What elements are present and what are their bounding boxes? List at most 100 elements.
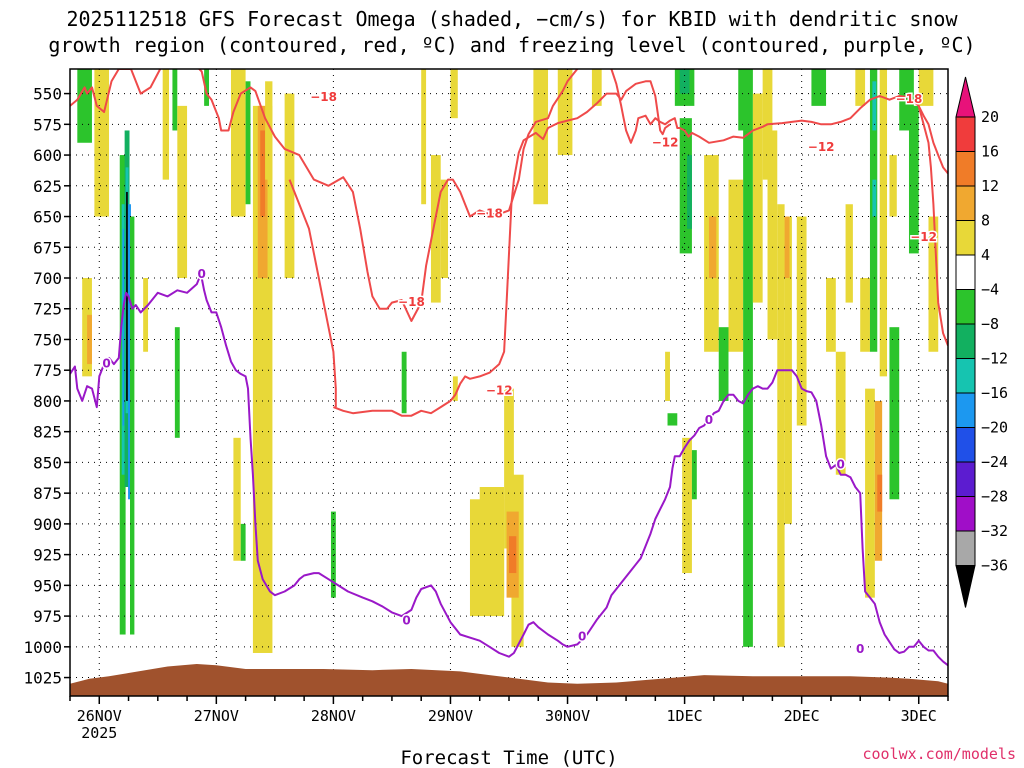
omega-cell-44 — [667, 413, 678, 426]
colorbar-bin-6 — [955, 289, 976, 325]
y-tick-label-875: 875 — [33, 484, 62, 503]
omega-cell-67 — [845, 204, 853, 303]
y-tick-label-625: 625 — [33, 177, 62, 196]
omega-cell-49 — [682, 437, 692, 574]
colorbar-bin-4 — [955, 220, 976, 256]
omega-cell-13 — [162, 69, 170, 180]
y-axis: 550 575 600 625 650 675 700 725 750 775 800 825 850 8… — [23, 85, 70, 688]
contour-label-5: −12 — [808, 140, 835, 154]
x-tick-label-2DEC: 2DEC — [784, 707, 820, 725]
x-tick-label-1DEC: 1DEC — [667, 707, 703, 725]
colorbar-bin-11 — [955, 461, 976, 497]
colorbar-label-9: −20 — [981, 419, 1008, 437]
y-tick-label-600: 600 — [33, 146, 62, 165]
omega-cell-70 — [865, 388, 875, 598]
plot-area — [70, 69, 948, 696]
colorbar-label-2: 12 — [981, 177, 999, 195]
y-tick-label-1025: 1025 — [23, 669, 62, 688]
omega-cell-54 — [728, 179, 744, 352]
omega-cell-17 — [204, 69, 210, 106]
colorbar-bin-5 — [955, 254, 976, 290]
omega-cell-39 — [509, 536, 517, 574]
omega-cell-62 — [784, 216, 790, 278]
colorbar-label-6: −8 — [981, 315, 999, 333]
contour-label-2: −18 — [398, 295, 425, 309]
colorbar-label-12: −32 — [981, 522, 1008, 540]
colorbar-top-arrow — [955, 76, 976, 118]
credit-link[interactable]: coolwx.com/models — [862, 745, 1016, 763]
y-tick-label-950: 950 — [33, 576, 62, 595]
omega-cell-29 — [421, 69, 427, 205]
omega-cell-26 — [284, 93, 295, 279]
colorbar-label-10: −24 — [981, 453, 1008, 471]
colorbar-bottom-arrow — [955, 565, 976, 608]
colorbar-label-4: 4 — [981, 246, 990, 264]
colorbar-bin-8 — [955, 358, 976, 394]
contour-label-4: −12 — [652, 135, 679, 149]
omega-cell-55 — [738, 69, 753, 131]
y-tick-label-1000: 1000 — [23, 638, 62, 657]
chart-title-line2: growth region (contoured, red, ºC) and f… — [48, 33, 975, 57]
y-tick-label-900: 900 — [33, 515, 62, 534]
terrain-fill — [70, 664, 948, 696]
colorbar-label-7: −12 — [981, 350, 1008, 368]
omega-cell-19 — [245, 81, 251, 205]
y-tick-label-550: 550 — [33, 85, 62, 104]
omega-cell-68 — [855, 69, 866, 106]
x-tick-label-27NOV: 27NOV — [194, 707, 239, 725]
omega-cell-77 — [889, 155, 897, 217]
colorbar-label-3: 8 — [981, 212, 990, 230]
omega-cell-20 — [233, 437, 241, 561]
contour-label-0: −18 — [310, 90, 337, 104]
omega-cell-0 — [77, 69, 92, 143]
omega-cell-66 — [835, 351, 846, 475]
omega-cell-16 — [177, 105, 188, 278]
contour-label-9: 0 — [102, 357, 110, 371]
contour-label-12: 0 — [705, 413, 713, 427]
omega-cell-9 — [126, 191, 128, 401]
colorbar-bin-10 — [955, 427, 976, 463]
omega-cell-73 — [872, 179, 877, 217]
omega-cell-6 — [122, 228, 125, 426]
contour-labels: −18 −18 −18 −12 −12 −12 −18 −12 0 0 0 0 0 0 0 — [101, 88, 939, 657]
colorbar: 20 16 12 8 4 −4 −8 −12 −16 −20 −24 −28 −32 −36 — [955, 76, 1008, 608]
y-tick-label-650: 650 — [33, 208, 62, 227]
omega-cell-14 — [172, 69, 178, 131]
omega-cell-75 — [877, 474, 883, 512]
omega-cell-53 — [718, 327, 729, 401]
omega-cell-48 — [687, 155, 692, 229]
y-tick-label-750: 750 — [33, 330, 62, 349]
x-tick-label-30NOV: 30NOV — [545, 707, 590, 725]
omega-cell-21 — [240, 523, 246, 561]
omega-cell-80 — [908, 105, 919, 254]
contour-dgz-lower — [608, 69, 948, 175]
x-tick-label-29NOV: 29NOV — [428, 707, 473, 725]
colorbar-label-0: 20 — [981, 108, 999, 126]
omega-cell-1 — [94, 69, 110, 217]
x-tick-label-28NOV: 28NOV — [311, 707, 356, 725]
contour-label-8: 0 — [198, 267, 206, 281]
omega-cell-33 — [452, 376, 458, 401]
colorbar-label-13: −36 — [981, 557, 1008, 575]
omega-cell-31 — [440, 179, 449, 278]
omega-cell-76 — [879, 69, 888, 377]
omega-cell-35 — [479, 487, 505, 598]
omega-cell-72 — [872, 81, 877, 131]
contour-label-6: −18 — [896, 92, 923, 106]
omega-cell-42 — [591, 69, 602, 106]
y-tick-label-975: 975 — [33, 607, 62, 626]
omega-shading — [77, 69, 939, 653]
contour-freezing-level — [70, 277, 948, 667]
omega-cell-3 — [87, 314, 92, 365]
x-tick-label-3DEC: 3DEC — [901, 707, 937, 725]
omega-cell-43 — [665, 351, 670, 401]
y-tick-label-800: 800 — [33, 392, 62, 411]
colorbar-bin-2 — [955, 151, 976, 187]
colorbar-bin-13 — [955, 530, 976, 566]
omega-cell-56 — [743, 130, 753, 647]
omega-cell-36 — [504, 388, 514, 549]
contour-label-1: −18 — [476, 207, 503, 221]
omega-cell-25 — [265, 81, 273, 180]
x-axis-label: Forecast Time (UTC) — [400, 747, 617, 768]
